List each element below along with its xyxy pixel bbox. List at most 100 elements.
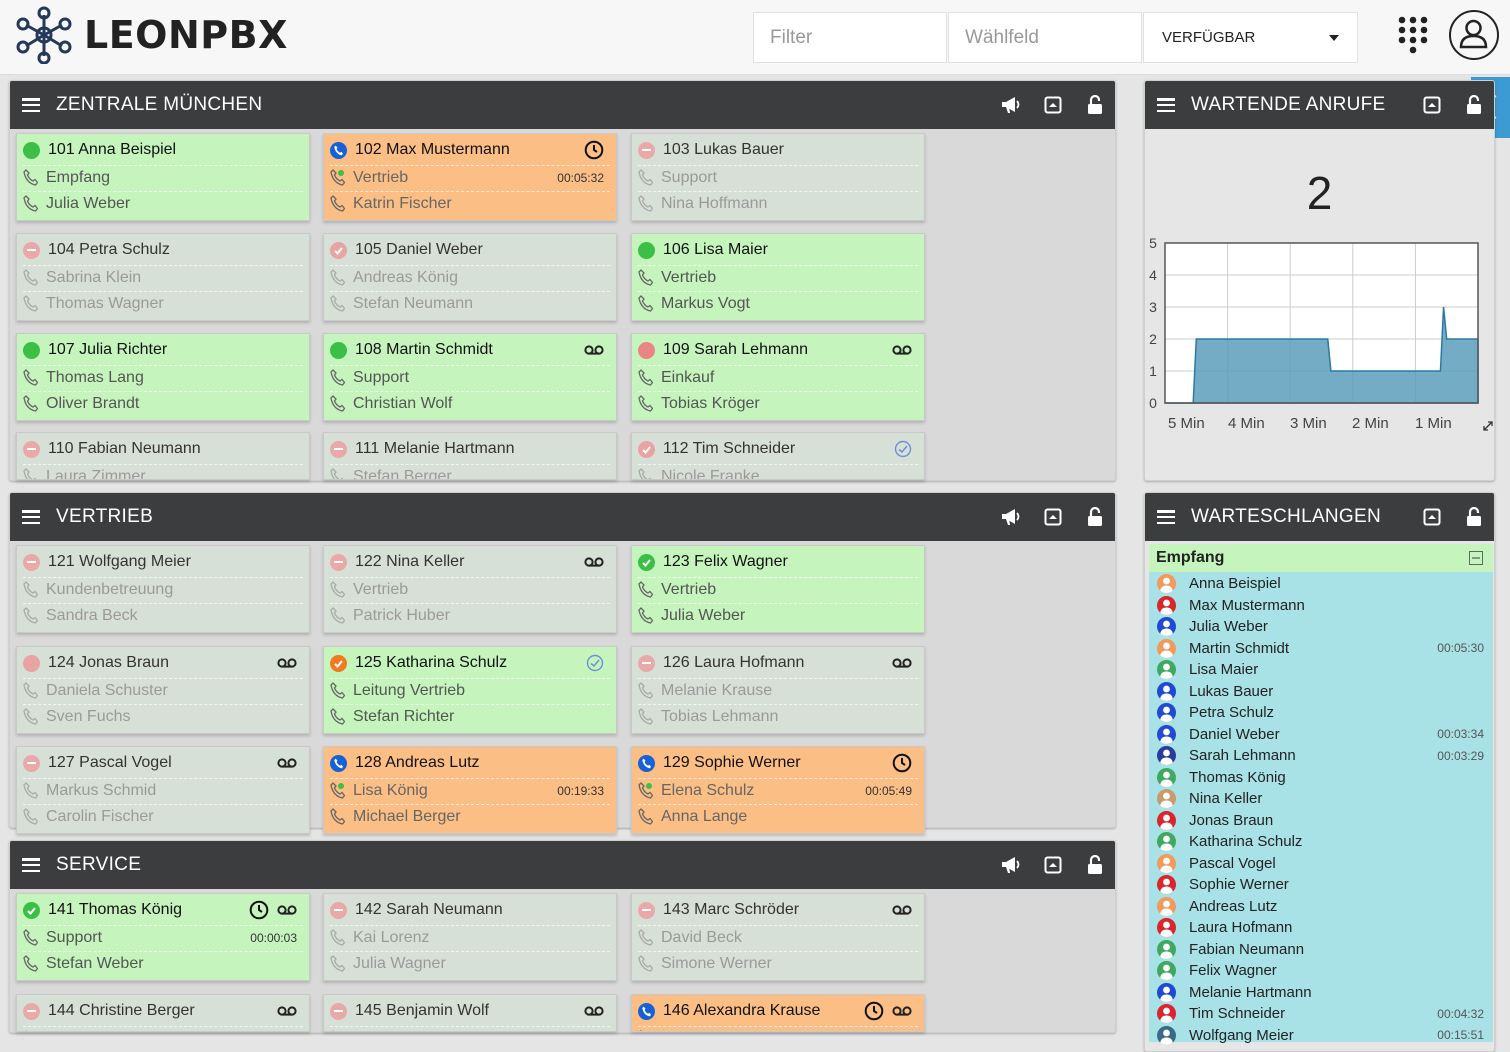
- queue-member[interactable]: Laura Hofmann: [1149, 917, 1493, 938]
- extension-card[interactable]: 141 Thomas König Support 00:00:03 Stefan We…: [16, 893, 310, 981]
- extension-card[interactable]: 121 Wolfgang Meier Kundenbetreuung Sandra …: [16, 545, 310, 633]
- voicemail-icon[interactable]: [277, 757, 297, 769]
- user-avatar-icon[interactable]: [1449, 10, 1499, 60]
- queue-member[interactable]: Lisa Maier: [1149, 659, 1493, 680]
- lock-icon[interactable]: [1087, 507, 1103, 527]
- extension-card[interactable]: 104 Petra Schulz Sabrina Klein Thomas Wagn…: [16, 233, 310, 321]
- lock-icon[interactable]: [1087, 855, 1103, 875]
- queue-wait-time: 00:03:29: [1437, 748, 1484, 763]
- queue-member[interactable]: Max Mustermann: [1149, 595, 1493, 616]
- queue-member[interactable]: Katharina Schulz: [1149, 831, 1493, 852]
- extension-card[interactable]: 143 Marc Schröder David Beck Simone Werner: [631, 893, 925, 981]
- fullscreen-icon[interactable]: [1044, 508, 1062, 526]
- voicemail-icon[interactable]: [892, 1005, 912, 1017]
- menu-icon[interactable]: [22, 858, 40, 872]
- extension-card[interactable]: 122 Nina Keller Vertrieb Patrick Huber: [323, 545, 617, 633]
- extension-card[interactable]: 112 Tim Schneider Nicole Franke: [631, 432, 925, 480]
- queue-member[interactable]: Anna Beispiel: [1149, 573, 1493, 594]
- menu-icon[interactable]: [1157, 98, 1175, 112]
- lock-icon[interactable]: [1466, 95, 1482, 115]
- voicemail-icon[interactable]: [584, 556, 604, 568]
- queue-member[interactable]: Daniel Weber 00:03:34: [1149, 724, 1493, 745]
- status-select[interactable]: VERFÜGBAR: [1143, 12, 1358, 63]
- extension-card[interactable]: 129 Sophie Werner Elena Schulz 00:05:49 Ann…: [631, 746, 925, 834]
- extension-card[interactable]: 102 Max Mustermann Vertrieb 00:05:32 Katrin…: [323, 133, 617, 221]
- check-circle-icon[interactable]: [586, 654, 604, 672]
- extension-card[interactable]: 125 Katharina Schulz Leitung Vertrieb Stef…: [323, 646, 617, 734]
- extension-line3: Anna Lange: [661, 807, 748, 825]
- announce-icon[interactable]: [1000, 855, 1022, 875]
- clock-icon[interactable]: [249, 900, 269, 920]
- extension-card[interactable]: 108 Martin Schmidt Support Christian Wolf: [323, 333, 617, 421]
- queue-member[interactable]: Sophie Werner: [1149, 874, 1493, 895]
- menu-icon[interactable]: [22, 510, 40, 524]
- extension-card[interactable]: 106 Lisa Maier Vertrieb Markus Vogt: [631, 233, 925, 321]
- queue-member[interactable]: Julia Weber: [1149, 616, 1493, 637]
- filter-input[interactable]: Filter: [753, 12, 947, 63]
- extension-card[interactable]: 107 Julia Richter Thomas Lang Oliver Brand…: [16, 333, 310, 421]
- queue-wait-time: 00:03:34: [1437, 727, 1484, 741]
- voicemail-icon[interactable]: [892, 904, 912, 916]
- menu-icon[interactable]: [22, 98, 40, 112]
- extension-card[interactable]: 109 Sarah Lehmann Einkauf Tobias Kröger: [631, 333, 925, 421]
- dialpad-icon[interactable]: [1398, 16, 1428, 54]
- voicemail-icon[interactable]: [892, 344, 912, 356]
- extension-card[interactable]: 145 Benjamin Wolf: [323, 994, 617, 1032]
- fullscreen-icon[interactable]: [1423, 508, 1441, 526]
- phone-icon: [25, 1030, 27, 1031]
- clock-icon[interactable]: [584, 140, 604, 160]
- queue-member[interactable]: Melanie Hartmann: [1149, 982, 1493, 1003]
- voicemail-icon[interactable]: [892, 657, 912, 669]
- menu-icon[interactable]: [1157, 510, 1175, 524]
- queue-member[interactable]: Martin Schmidt 00:05:30: [1149, 638, 1493, 659]
- extension-line2: Melanie Krause: [661, 681, 773, 699]
- queue-member[interactable]: Nina Keller: [1149, 788, 1493, 809]
- extension-card[interactable]: 124 Jonas Braun Daniela Schuster Sven Fuch…: [16, 646, 310, 734]
- extension-card[interactable]: 128 Andreas Lutz Lisa König 00:19:33 Michae…: [323, 746, 617, 834]
- fullscreen-icon[interactable]: [1423, 96, 1441, 114]
- announce-icon[interactable]: [1000, 507, 1022, 527]
- voicemail-icon[interactable]: [584, 344, 604, 356]
- extension-card[interactable]: 127 Pascal Vogel Markus Schmid Carolin Fis…: [16, 746, 310, 834]
- dial-input[interactable]: Wählfeld: [948, 12, 1142, 63]
- voicemail-icon[interactable]: [584, 1005, 604, 1017]
- lock-icon[interactable]: [1087, 95, 1103, 115]
- extension-card[interactable]: 146 Alexandra Krause: [631, 994, 925, 1032]
- clock-icon[interactable]: [892, 753, 912, 773]
- fullscreen-icon[interactable]: [1044, 96, 1062, 114]
- announce-icon[interactable]: [1000, 95, 1022, 115]
- extension-card[interactable]: 142 Sarah Neumann Kai Lorenz Julia Wagner: [323, 893, 617, 981]
- extension-card[interactable]: 110 Fabian Neumann Laura Zimmer: [16, 432, 310, 480]
- voicemail-icon[interactable]: [277, 1005, 297, 1017]
- queue-member[interactable]: Sarah Lehmann 00:03:29: [1149, 745, 1493, 766]
- queue-member[interactable]: Felix Wagner: [1149, 960, 1493, 981]
- extension-card[interactable]: 111 Melanie Hartmann Stefan Berger: [323, 432, 617, 480]
- queue-member[interactable]: Andreas Lutz: [1149, 896, 1493, 917]
- check-circle-icon[interactable]: [894, 440, 912, 458]
- extension-card[interactable]: 105 Daniel Weber Andreas König Stefan Neum…: [323, 233, 617, 321]
- collapse-icon[interactable]: [1469, 551, 1483, 565]
- extension-card[interactable]: 103 Lukas Bauer Support Nina Hoffmann: [631, 133, 925, 221]
- extension-card[interactable]: 126 Laura Hofmann Melanie Krause Tobias Le…: [631, 646, 925, 734]
- queue-member[interactable]: Lukas Bauer: [1149, 681, 1493, 702]
- queue-member[interactable]: Petra Schulz: [1149, 702, 1493, 723]
- queue-group-header[interactable]: Empfang: [1149, 544, 1493, 572]
- queue-member[interactable]: Tim Schneider 00:04:32: [1149, 1003, 1493, 1024]
- lock-icon[interactable]: [1466, 507, 1482, 527]
- queue-member[interactable]: Pascal Vogel: [1149, 853, 1493, 874]
- queue-member[interactable]: Thomas König: [1149, 767, 1493, 788]
- extension-line3: Sandra Beck: [46, 606, 138, 624]
- phone-icon: [23, 682, 38, 699]
- extension-card[interactable]: 101 Anna Beispiel Empfang Julia Weber: [16, 133, 310, 221]
- voicemail-icon[interactable]: [277, 904, 297, 916]
- clock-icon[interactable]: [864, 1001, 884, 1021]
- extension-card[interactable]: 123 Felix Wagner Vertrieb Julia Weber: [631, 545, 925, 633]
- queue-member[interactable]: Fabian Neumann: [1149, 939, 1493, 960]
- queue-member[interactable]: Wolfgang Meier 00:15:51: [1149, 1025, 1493, 1046]
- expand-icon[interactable]: [1482, 420, 1494, 432]
- extension-card[interactable]: 144 Christine Berger: [16, 994, 310, 1032]
- queue-member[interactable]: Jonas Braun: [1149, 810, 1493, 831]
- extension-line3: Stefan Weber: [46, 954, 144, 972]
- fullscreen-icon[interactable]: [1044, 856, 1062, 874]
- voicemail-icon[interactable]: [277, 657, 297, 669]
